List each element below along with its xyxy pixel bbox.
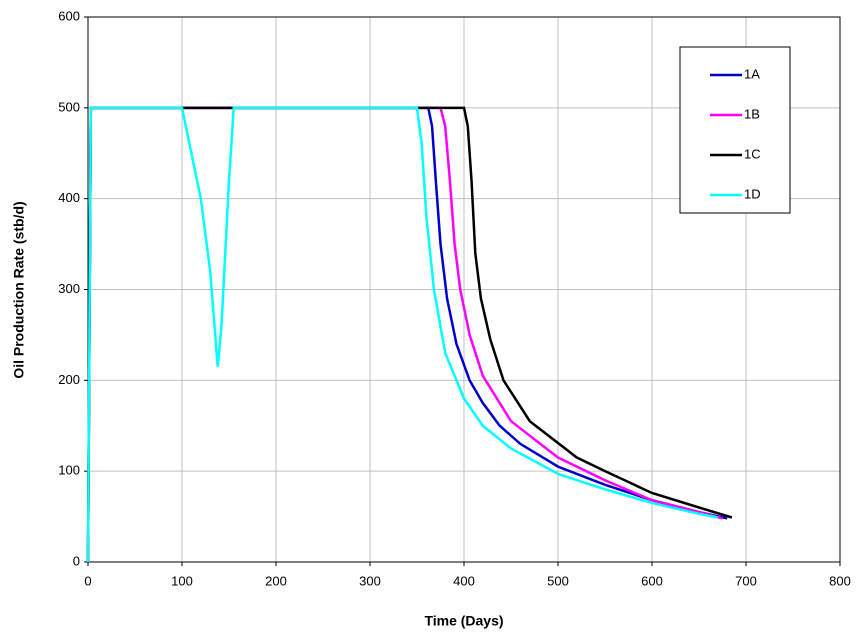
legend-label: 1C (744, 146, 761, 161)
y-tick-label: 300 (58, 281, 80, 296)
x-tick-label: 500 (547, 573, 569, 588)
x-tick-label: 700 (735, 573, 757, 588)
y-tick-label: 600 (58, 8, 80, 23)
x-tick-label: 300 (359, 573, 381, 588)
y-axis-title: Oil Production Rate (stb/d) (11, 201, 27, 378)
legend-label: 1A (744, 66, 760, 81)
x-tick-label: 100 (171, 573, 193, 588)
plot-border (87, 16, 841, 563)
series-line (86, 106, 719, 563)
x-tick-label: 600 (641, 573, 663, 588)
legend-label: 1D (744, 186, 761, 201)
y-tick-label: 400 (58, 190, 80, 205)
x-axis-title: Time (Days) (424, 613, 503, 629)
x-tick-label: 200 (265, 573, 287, 588)
y-tick-label: 0 (73, 553, 80, 568)
x-tick-label: 400 (453, 573, 475, 588)
x-tick-label: 0 (84, 573, 91, 588)
y-tick-label: 100 (58, 463, 80, 478)
series-line (86, 106, 728, 563)
y-tick-label: 500 (58, 99, 80, 114)
series-line (86, 106, 733, 563)
legend-label: 1B (744, 106, 760, 121)
y-tick-label: 200 (58, 372, 80, 387)
series-line (86, 106, 723, 563)
x-tick-label: 800 (829, 573, 851, 588)
legend-box (679, 46, 791, 214)
